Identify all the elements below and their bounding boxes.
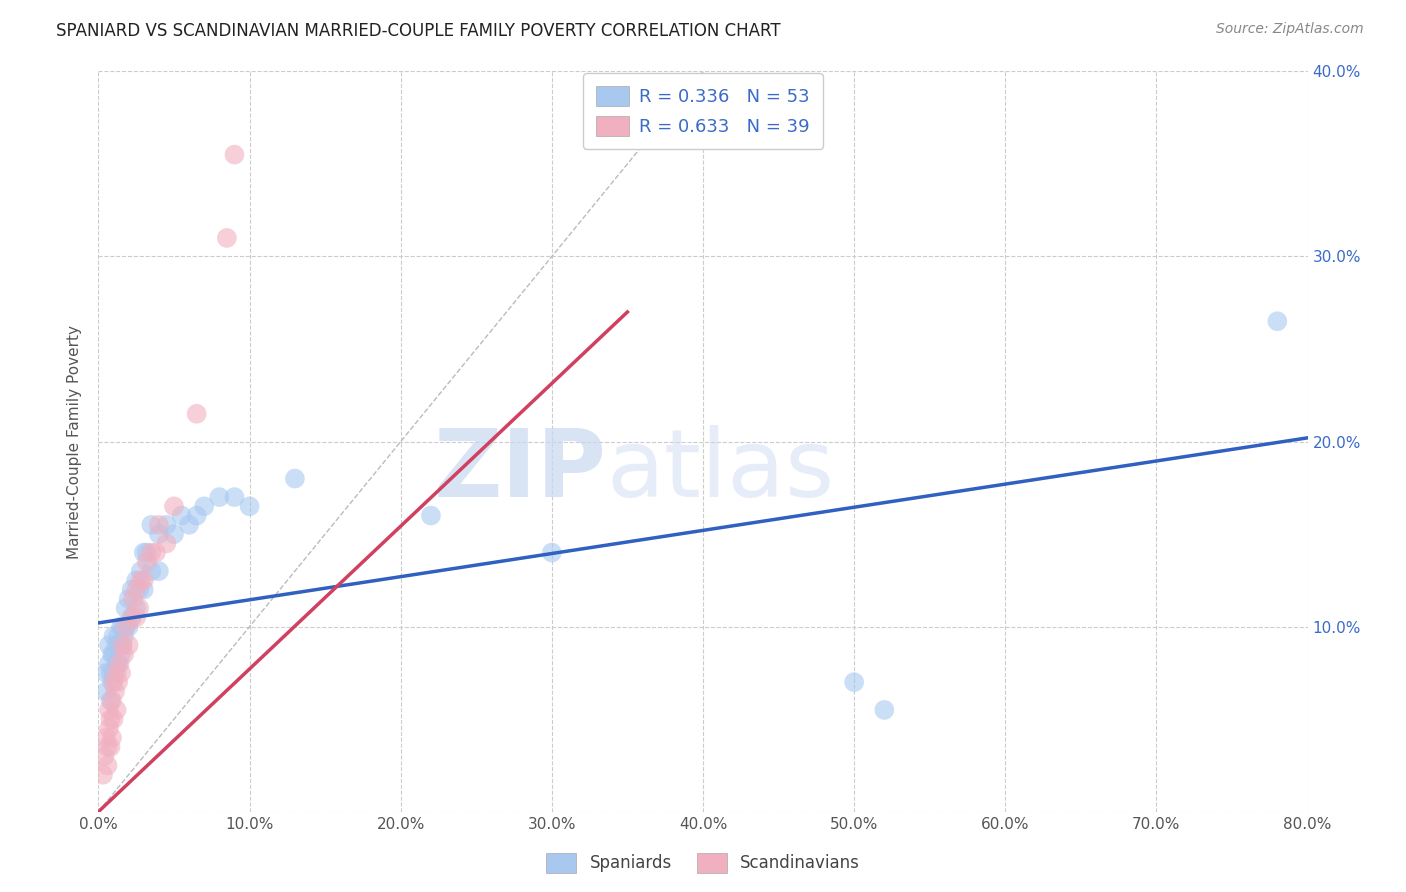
Point <box>118 619 141 633</box>
Point <box>129 564 152 578</box>
Point <box>93 749 115 764</box>
Point <box>112 629 135 643</box>
Point <box>186 508 208 523</box>
Point <box>129 574 152 588</box>
Point <box>98 638 121 652</box>
Point <box>132 574 155 588</box>
Point <box>98 722 121 736</box>
Point <box>107 657 129 671</box>
Point <box>873 703 896 717</box>
Point <box>128 601 150 615</box>
Point <box>94 684 117 698</box>
Point <box>98 657 121 671</box>
Point <box>100 712 122 726</box>
Point <box>145 545 167 560</box>
Point <box>215 231 238 245</box>
Point <box>96 739 118 754</box>
Point <box>103 648 125 662</box>
Point <box>155 536 177 550</box>
Point <box>103 675 125 690</box>
Point <box>132 545 155 560</box>
Point <box>107 675 129 690</box>
Point <box>163 500 186 514</box>
Point <box>105 665 128 680</box>
Point <box>91 767 114 781</box>
Point <box>110 619 132 633</box>
Point <box>193 500 215 514</box>
Point <box>100 665 122 680</box>
Point <box>94 665 117 680</box>
Point <box>208 490 231 504</box>
Point <box>121 610 143 624</box>
Point <box>110 648 132 662</box>
Point <box>110 665 132 680</box>
Point <box>125 582 148 597</box>
Point <box>114 601 136 615</box>
Point <box>100 694 122 708</box>
Point <box>111 638 134 652</box>
Point <box>100 739 122 754</box>
Point <box>179 517 201 532</box>
Point <box>108 657 131 671</box>
Point <box>224 147 246 161</box>
Point <box>148 564 170 578</box>
Point <box>186 407 208 421</box>
Point <box>103 665 125 680</box>
Point <box>844 675 866 690</box>
Point <box>107 629 129 643</box>
Point <box>284 472 307 486</box>
Point <box>104 684 127 698</box>
Legend: R = 0.336   N = 53, R = 0.633   N = 39: R = 0.336 N = 53, R = 0.633 N = 39 <box>583 73 823 149</box>
Point <box>94 731 117 745</box>
Point <box>170 508 193 523</box>
Point <box>128 582 150 597</box>
Y-axis label: Married-Couple Family Poverty: Married-Couple Family Poverty <box>67 325 83 558</box>
Point <box>148 517 170 532</box>
Point <box>155 517 177 532</box>
Point <box>122 591 145 606</box>
Point <box>108 638 131 652</box>
Point <box>141 545 163 560</box>
Point <box>540 545 562 560</box>
Point <box>239 500 262 514</box>
Point <box>103 629 125 643</box>
Point <box>96 758 118 772</box>
Point <box>101 694 124 708</box>
Point <box>135 555 157 569</box>
Point <box>118 591 141 606</box>
Point <box>105 703 128 717</box>
Point <box>132 582 155 597</box>
Point <box>163 527 186 541</box>
Point <box>135 545 157 560</box>
Point <box>148 527 170 541</box>
Point <box>114 619 136 633</box>
Point <box>103 712 125 726</box>
Point <box>112 648 135 662</box>
Legend: Spaniards, Scandinavians: Spaniards, Scandinavians <box>540 847 866 880</box>
Point <box>101 675 124 690</box>
Text: SPANIARD VS SCANDINAVIAN MARRIED-COUPLE FAMILY POVERTY CORRELATION CHART: SPANIARD VS SCANDINAVIAN MARRIED-COUPLE … <box>56 22 780 40</box>
Point <box>125 601 148 615</box>
Point <box>224 490 246 504</box>
Point <box>105 657 128 671</box>
Point <box>141 564 163 578</box>
Point <box>125 574 148 588</box>
Point <box>101 731 124 745</box>
Point <box>114 619 136 633</box>
Point <box>98 703 121 717</box>
Point <box>125 610 148 624</box>
Text: Source: ZipAtlas.com: Source: ZipAtlas.com <box>1216 22 1364 37</box>
Text: ZIP: ZIP <box>433 425 606 517</box>
Point <box>420 508 443 523</box>
Point <box>1267 314 1289 328</box>
Point <box>141 517 163 532</box>
Point <box>121 610 143 624</box>
Point <box>101 648 124 662</box>
Point <box>121 582 143 597</box>
Point <box>105 638 128 652</box>
Text: atlas: atlas <box>606 425 835 517</box>
Point <box>118 638 141 652</box>
Point <box>111 638 134 652</box>
Point <box>111 619 134 633</box>
